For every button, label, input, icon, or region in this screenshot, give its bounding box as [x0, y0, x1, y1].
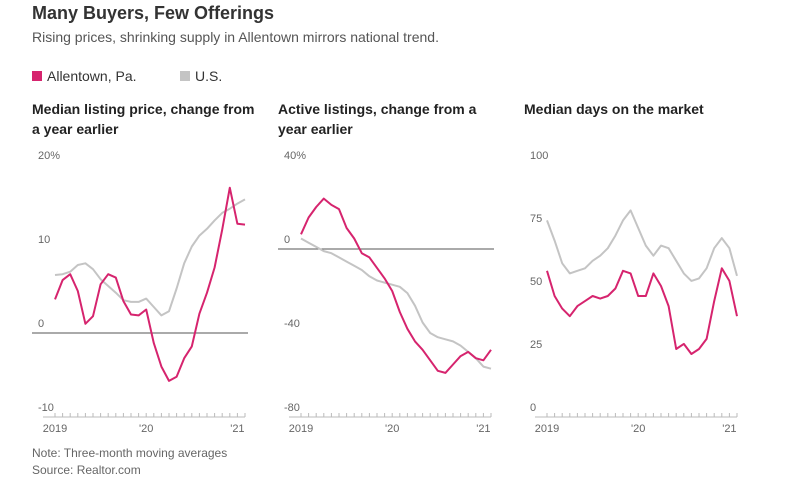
panel-title: Median days on the market: [524, 101, 704, 117]
series-line: [300, 237, 492, 370]
y-tick-label: 75: [530, 213, 542, 225]
x-tick-label: 2019: [535, 423, 559, 435]
legend-swatch: [32, 71, 42, 81]
y-tick-label: 50: [530, 276, 542, 288]
subtitle: Rising prices, shrinking supply in Allen…: [32, 29, 439, 45]
y-tick-label: -80: [284, 402, 300, 414]
legend-item: U.S.: [180, 68, 222, 84]
y-tick-label: 25: [530, 339, 542, 351]
y-tick-label: 20%: [38, 150, 60, 162]
x-tick-label: '21: [476, 423, 490, 435]
series-line: [54, 198, 246, 317]
y-tick-label: 0: [38, 318, 44, 330]
title: Many Buyers, Few Offerings: [32, 3, 275, 23]
note: Note: Three-month moving averages: [32, 446, 228, 460]
panel-title: Median listing price, change from a year…: [32, 101, 255, 137]
source: Source: Realtor.com: [32, 463, 141, 477]
legend-label: Allentown, Pa.: [47, 68, 137, 84]
y-tick-label: 40%: [284, 150, 306, 162]
x-tick-label: '21: [230, 423, 244, 435]
series-line: [54, 186, 246, 382]
y-tick-label: 0: [284, 234, 290, 246]
y-tick-label: 0: [530, 402, 536, 414]
y-tick-label: -10: [38, 402, 54, 414]
y-tick-label: 10: [38, 234, 50, 246]
legend-item: Allentown, Pa.: [32, 68, 137, 84]
legend-swatch: [180, 71, 190, 81]
y-tick-label: -40: [284, 318, 300, 330]
series-line: [546, 209, 738, 282]
x-tick-label: '20: [139, 423, 153, 435]
series-line: [300, 197, 492, 374]
x-tick-label: '20: [385, 423, 399, 435]
x-tick-label: '21: [722, 423, 736, 435]
x-tick-label: 2019: [43, 423, 67, 435]
series-line: [546, 267, 738, 355]
y-tick-label: 100: [530, 150, 548, 162]
x-tick-label: 2019: [289, 423, 313, 435]
panel-title: Active listings, change from a year earl…: [278, 101, 477, 137]
legend-label: U.S.: [195, 68, 223, 84]
x-tick-label: '20: [631, 423, 645, 435]
